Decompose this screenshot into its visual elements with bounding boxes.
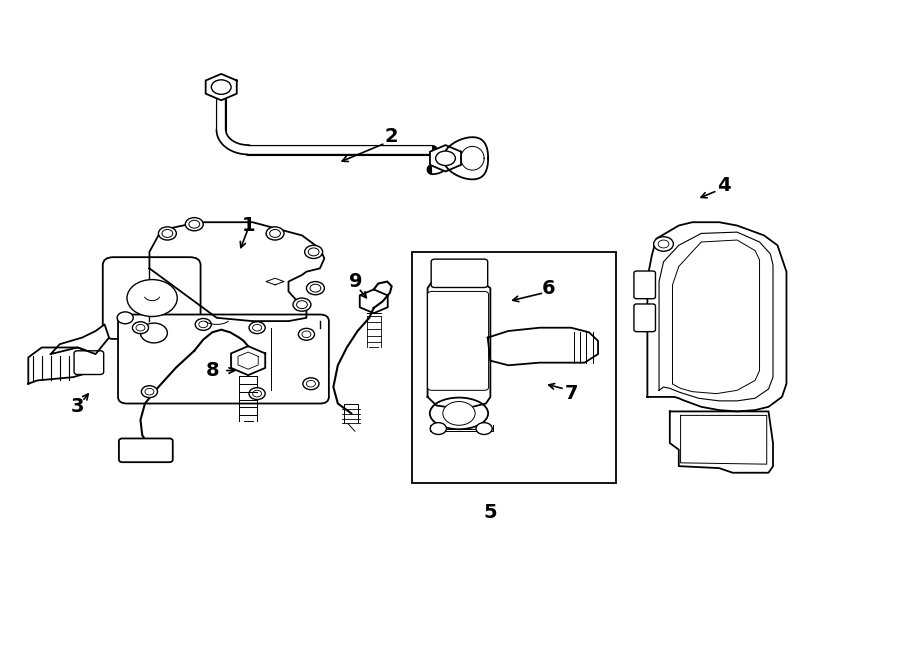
Text: 1: 1 <box>241 216 255 235</box>
Circle shape <box>306 381 315 387</box>
Circle shape <box>308 248 319 256</box>
Text: 5: 5 <box>483 502 497 522</box>
FancyBboxPatch shape <box>118 314 328 404</box>
Bar <box>412 252 616 483</box>
Circle shape <box>132 322 148 334</box>
Polygon shape <box>50 324 109 354</box>
Circle shape <box>158 227 176 240</box>
Text: 3: 3 <box>71 397 85 416</box>
Circle shape <box>266 227 284 240</box>
Polygon shape <box>231 346 266 375</box>
Circle shape <box>212 80 231 95</box>
Circle shape <box>443 402 475 425</box>
Polygon shape <box>149 222 324 321</box>
FancyBboxPatch shape <box>431 259 488 287</box>
Circle shape <box>141 386 158 398</box>
FancyBboxPatch shape <box>634 304 655 332</box>
Polygon shape <box>428 275 491 408</box>
Polygon shape <box>670 411 773 473</box>
Circle shape <box>306 281 324 295</box>
Circle shape <box>136 324 145 331</box>
Circle shape <box>249 388 266 400</box>
Polygon shape <box>360 289 388 313</box>
Circle shape <box>253 324 262 331</box>
Circle shape <box>303 378 319 390</box>
FancyBboxPatch shape <box>74 351 104 375</box>
FancyBboxPatch shape <box>119 438 173 462</box>
Ellipse shape <box>430 398 488 429</box>
Circle shape <box>117 312 133 324</box>
Text: 2: 2 <box>385 127 399 146</box>
Circle shape <box>145 389 154 395</box>
Circle shape <box>653 237 673 252</box>
Circle shape <box>199 321 208 328</box>
FancyBboxPatch shape <box>634 271 655 299</box>
Circle shape <box>436 151 455 166</box>
Circle shape <box>127 279 177 316</box>
Circle shape <box>293 298 310 311</box>
Text: 7: 7 <box>564 384 578 403</box>
Circle shape <box>270 230 281 238</box>
Circle shape <box>476 422 492 434</box>
Polygon shape <box>206 74 237 100</box>
FancyBboxPatch shape <box>103 257 201 339</box>
Polygon shape <box>430 145 461 171</box>
Polygon shape <box>488 328 598 365</box>
Circle shape <box>299 328 314 340</box>
Circle shape <box>189 220 200 228</box>
Circle shape <box>310 284 320 292</box>
Circle shape <box>658 240 669 248</box>
Circle shape <box>302 331 310 338</box>
Circle shape <box>195 318 212 330</box>
Circle shape <box>140 323 167 343</box>
Text: 8: 8 <box>205 361 219 380</box>
Circle shape <box>304 246 322 258</box>
Circle shape <box>162 230 173 238</box>
Circle shape <box>297 301 307 308</box>
Text: 9: 9 <box>349 272 363 291</box>
Polygon shape <box>647 222 787 411</box>
FancyBboxPatch shape <box>428 291 489 391</box>
Circle shape <box>249 322 266 334</box>
Polygon shape <box>444 137 488 179</box>
Circle shape <box>185 218 203 231</box>
Circle shape <box>430 422 446 434</box>
Text: 6: 6 <box>542 279 555 298</box>
Text: 4: 4 <box>716 177 731 195</box>
Circle shape <box>253 391 262 397</box>
Polygon shape <box>28 348 95 384</box>
